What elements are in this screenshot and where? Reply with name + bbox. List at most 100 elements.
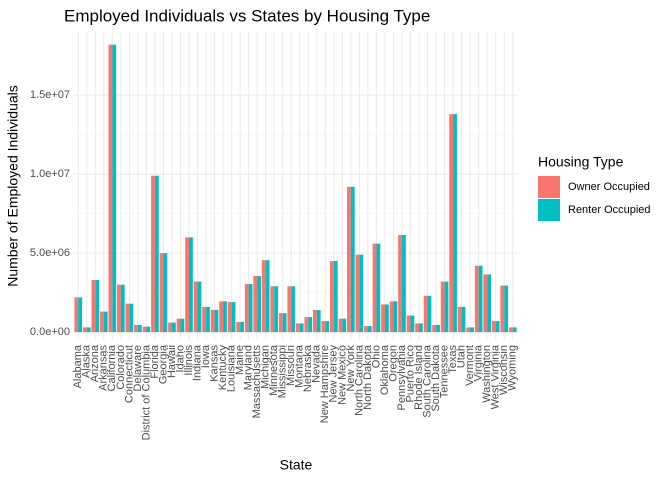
bar [330,261,334,333]
bar [321,321,326,333]
bar [261,260,266,333]
bar [137,324,142,333]
bar [359,254,364,333]
x-tick-label: New Hampshire [319,345,331,423]
x-tick-label: Illinois [183,345,195,376]
bar [466,327,471,333]
bar [159,253,164,333]
bar [415,323,420,333]
y-tick-label: 5.0e+06 [30,247,70,259]
x-tick-label: Virginia [473,344,485,381]
bar [91,279,96,333]
bar [453,114,457,333]
bar [504,285,509,333]
x-tick-label: Pennsylvania [396,344,408,410]
bar [103,311,108,333]
bar [99,311,104,333]
x-tick-label: Oregon [387,345,399,382]
bar [342,318,347,333]
bar [248,283,253,333]
x-tick-label: Oklahoma [379,344,391,395]
x-tick-label: Iowa [200,344,212,368]
bar [478,265,483,333]
bar [125,303,130,333]
bar [180,318,185,333]
bar [287,286,292,333]
bar [299,323,304,333]
bar [316,309,321,333]
x-tick-label: New Mexico [336,345,348,405]
bar [214,309,219,333]
bar [185,237,190,333]
x-tick-label: Maine [234,345,246,375]
legend-title: Housing Type [538,154,624,170]
bar [129,303,134,333]
y-tick-label: 1.0e+07 [30,168,70,180]
bar [82,327,87,333]
x-tick-label: Arkansas [98,345,110,391]
bar [236,321,241,333]
x-tick-label: New Jersey [328,345,340,403]
bar [381,304,385,333]
bar [440,281,445,333]
bar [449,114,454,333]
bar [78,297,83,333]
bar [197,281,202,333]
x-tick-label: District of Columbia [140,344,152,440]
bar [419,323,423,333]
x-tick-label: Tennessee [438,345,450,398]
bar [202,306,207,333]
bar [508,327,513,333]
bar [410,315,415,333]
bar [304,317,309,333]
bar [355,254,360,333]
bar [231,302,236,333]
bar [372,243,377,333]
bar [406,315,411,333]
bar [427,295,432,333]
x-tick-label: Vermont [464,345,476,386]
x-tick-label: Puerto Rico [404,345,416,402]
x-tick-label: Florida [149,344,161,379]
bar [265,260,270,333]
bar [350,186,355,333]
x-tick-label: California [106,344,118,391]
bar [461,306,466,333]
bar [134,324,138,333]
bar [171,322,176,333]
x-tick-label: Connecticut [123,345,135,403]
bar [495,321,500,333]
bar [117,284,121,333]
bar [347,186,351,333]
x-tick-label: Alabama [72,344,84,388]
bar [333,261,338,333]
x-tick-label: Montana [294,344,306,388]
x-tick-label: Alaska [81,344,93,378]
bar [257,276,261,333]
x-tick-label: Texas [447,345,459,374]
bar [282,313,287,333]
bar [364,326,368,333]
bar [223,301,227,333]
bar [384,304,389,333]
bar [401,234,406,333]
x-tick-label: Kansas [208,345,220,382]
x-tick-label: Washington [481,345,493,403]
bar [163,253,168,333]
bar [86,327,91,333]
x-tick-label: Louisiana [226,344,238,392]
bar [112,44,117,333]
bar [325,321,330,333]
bar [308,317,313,333]
bar [120,284,125,333]
x-tick-label: Indiana [191,344,203,381]
x-tick-label: Kentucky [217,345,229,391]
x-tick-label: Maryland [243,345,255,390]
bar [244,283,249,333]
x-tick-label: Idaho [174,345,186,373]
bar [151,175,155,333]
bar [483,274,488,333]
x-tick-label: Missouri [285,345,297,386]
x-tick-label: Delaware [132,345,144,391]
